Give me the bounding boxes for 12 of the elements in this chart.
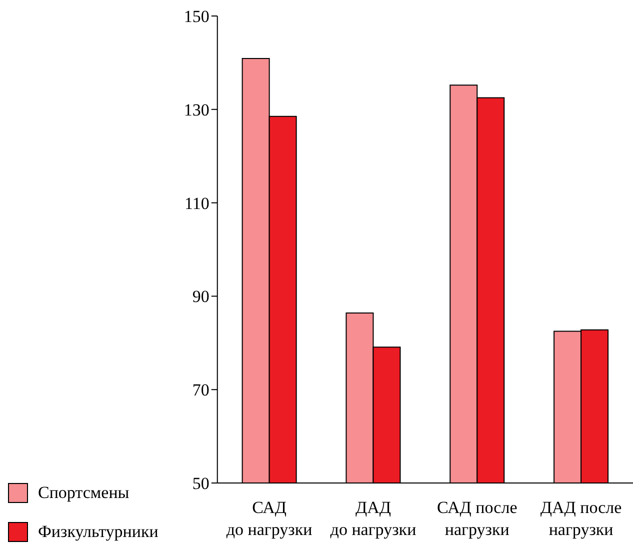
y-tick-label: 50 (192, 474, 210, 494)
x-tick-label: ДАД до нагрузки (330, 498, 416, 539)
legend-label: Спортсмены (38, 482, 130, 502)
y-tick-label: 70 (192, 380, 210, 400)
x-tick-label: САД после нагрузки (437, 498, 518, 539)
x-tick-label: САД до нагрузки (226, 498, 312, 539)
y-tick-label: 110 (184, 194, 210, 213)
legend-label: Физкультурники (38, 522, 158, 542)
y-tick-label: 150 (184, 7, 210, 26)
y-tick-label: 90 (192, 287, 210, 306)
y-tick-label: 130 (184, 100, 210, 120)
x-tick-label: ДАД после нагрузки (540, 498, 622, 539)
